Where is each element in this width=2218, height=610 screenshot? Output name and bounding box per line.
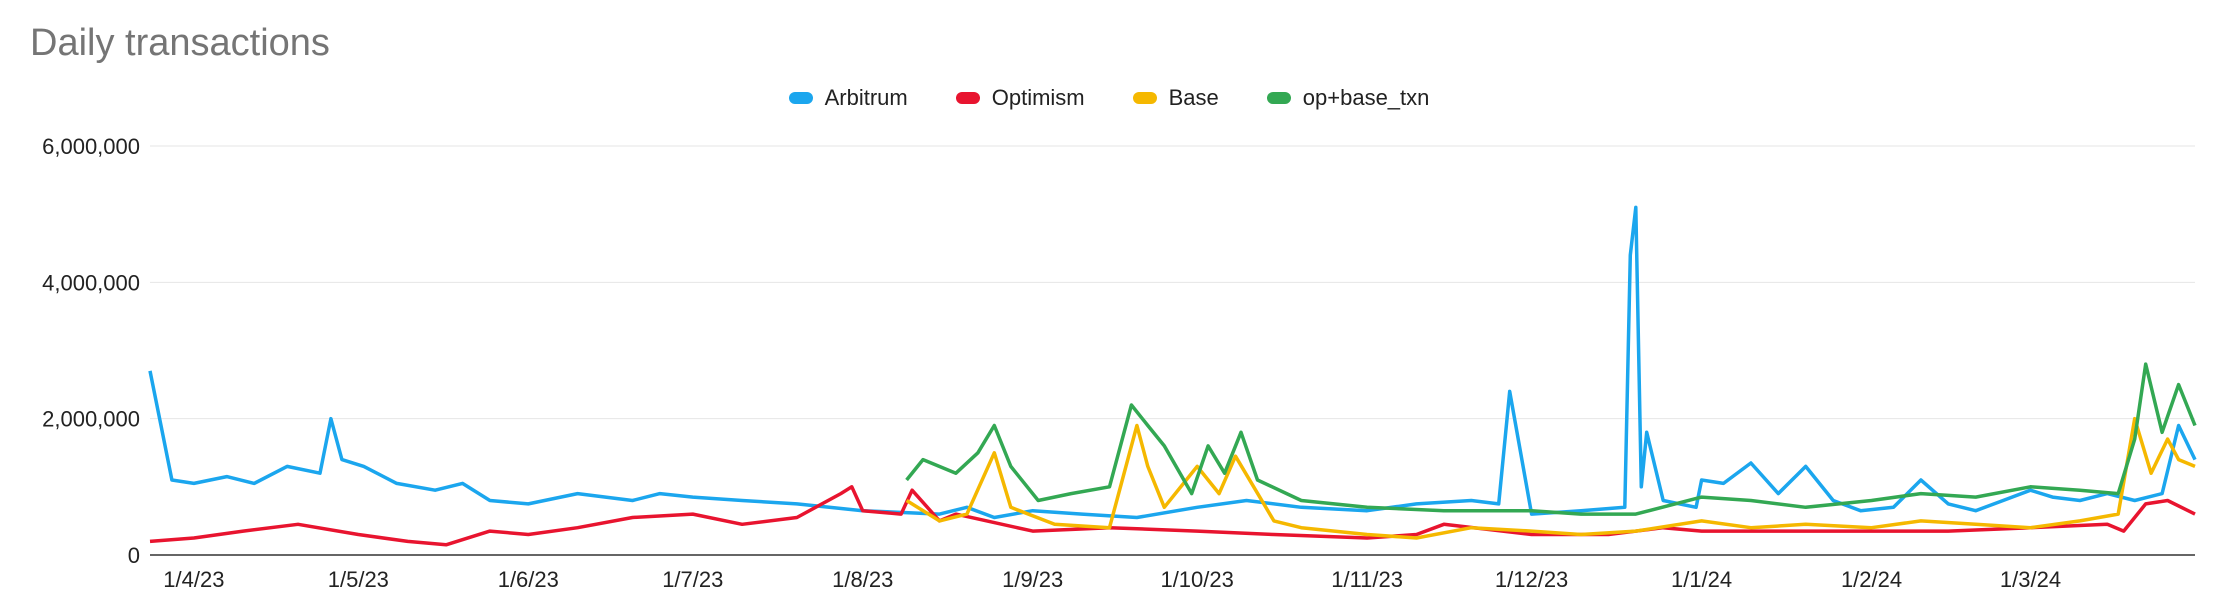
y-tick-label: 2,000,000 [42, 407, 140, 432]
x-tick-label: 1/6/23 [498, 567, 559, 592]
x-tick-label: 1/4/23 [163, 567, 224, 592]
legend-swatch-op-base-txn [1266, 92, 1291, 104]
y-tick-label: 0 [128, 543, 140, 568]
legend-swatch-arbitrum [788, 92, 813, 104]
y-tick-label: 4,000,000 [42, 270, 140, 295]
x-tick-label: 1/8/23 [832, 567, 893, 592]
x-tick-label: 1/1/24 [1671, 567, 1732, 592]
legend: Arbitrum Optimism Base op+base_txn [0, 85, 2218, 111]
legend-label-optimism: Optimism [991, 85, 1085, 110]
legend-item-optimism[interactable]: Optimism [955, 85, 1085, 111]
x-tick-label: 1/2/24 [1841, 567, 1902, 592]
legend-item-op-base-txn[interactable]: op+base_txn [1266, 85, 1430, 111]
x-tick-label: 1/5/23 [328, 567, 389, 592]
legend-label-base: Base [1168, 85, 1219, 110]
legend-item-arbitrum[interactable]: Arbitrum [788, 85, 908, 111]
legend-swatch-base [1132, 92, 1157, 104]
y-tick-label: 6,000,000 [42, 134, 140, 159]
legend-swatch-optimism [955, 92, 980, 104]
series-line-base [905, 416, 2196, 540]
x-tick-label: 1/10/23 [1160, 567, 1233, 592]
x-tick-label: 1/12/23 [1495, 567, 1568, 592]
series-line-optimism [149, 485, 2196, 547]
chart-title: Daily transactions [30, 22, 330, 64]
legend-item-base[interactable]: Base [1132, 85, 1219, 111]
x-tick-label: 1/7/23 [662, 567, 723, 592]
x-tick-label: 1/11/23 [1331, 567, 1403, 592]
series-line-arbitrum [148, 205, 2197, 520]
x-tick-label: 1/3/24 [2000, 567, 2061, 592]
legend-label-arbitrum: Arbitrum [824, 85, 908, 110]
series-line-op-base-txn [905, 362, 2197, 516]
legend-label-op-base-txn: op+base_txn [1302, 85, 1430, 110]
x-tick-label: 1/9/23 [1002, 567, 1063, 592]
